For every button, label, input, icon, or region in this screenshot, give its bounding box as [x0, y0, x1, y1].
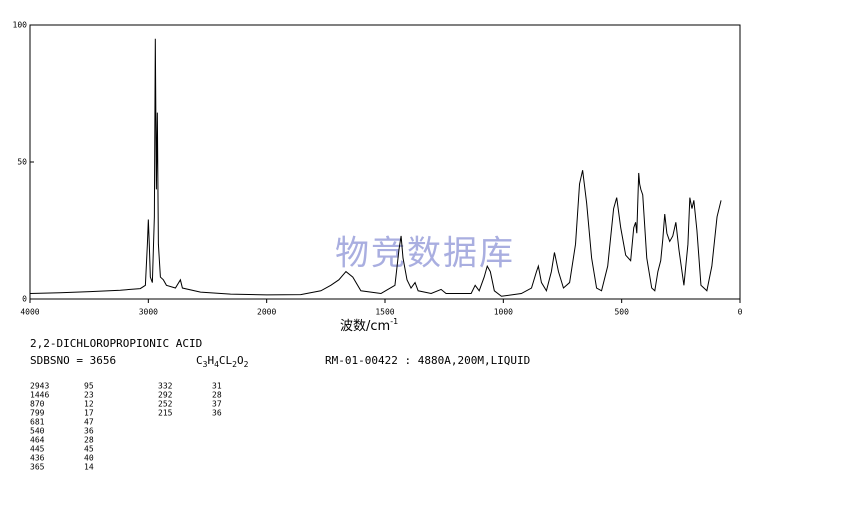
- formula-element: O: [237, 354, 244, 367]
- peak-wavenumber: 464: [30, 436, 45, 445]
- conditions: RM-01-00422 : 4880A,200M,LIQUID: [325, 354, 530, 367]
- x-tick-label: 0: [738, 308, 743, 317]
- peak-wavenumber: 292: [158, 391, 173, 400]
- peak-intensity: 95: [84, 382, 94, 391]
- formula-subscript: 2: [244, 360, 249, 369]
- formula-subscript: 4: [214, 360, 219, 369]
- watermark: 物竞数据库: [335, 234, 515, 274]
- peak-intensity: 47: [84, 418, 94, 427]
- peak-intensity: 23: [84, 391, 94, 400]
- peak-wavenumber: 681: [30, 418, 45, 427]
- peak-wavenumber: 540: [30, 427, 45, 436]
- y-tick-label: 0: [22, 295, 27, 304]
- peak-wavenumber: 2943: [30, 382, 49, 391]
- spectrum-line: [29, 38, 722, 297]
- formula-subscript: 3: [203, 360, 208, 369]
- peak-wavenumber: 436: [30, 454, 45, 463]
- peak-intensity: 12: [84, 400, 94, 409]
- peak-wavenumber: 1446: [30, 391, 49, 400]
- peak-wavenumber: 332: [158, 382, 173, 391]
- formula-element: C: [196, 354, 203, 367]
- formula-element: H: [207, 354, 214, 367]
- peak-wavenumber: 252: [158, 400, 173, 409]
- peak-intensity: 14: [84, 463, 94, 472]
- y-tick-label: 100: [13, 21, 28, 30]
- x-tick-label: 1500: [375, 308, 394, 317]
- x-tick-label: 4000: [20, 308, 39, 317]
- x-tick-label: 3000: [139, 308, 158, 317]
- peak-intensity: 37: [212, 400, 222, 409]
- peak-intensity: 45: [84, 445, 94, 454]
- y-tick-label: 50: [17, 158, 27, 167]
- peak-intensity: 36: [84, 427, 94, 436]
- x-axis-label: 波数/cm-1: [340, 317, 398, 334]
- x-tick-label: 500: [614, 308, 629, 317]
- peak-wavenumber: 799: [30, 409, 45, 418]
- peak-intensity: 40: [84, 454, 94, 463]
- x-tick-label: 1000: [494, 308, 513, 317]
- peak-intensity: 36: [212, 409, 222, 418]
- peak-intensity: 28: [212, 391, 222, 400]
- formula-element: CL: [219, 354, 233, 367]
- peak-wavenumber: 870: [30, 400, 45, 409]
- sdbs-no: SDBSNO = 3656: [30, 354, 116, 367]
- formula: C3​H4​CL2​O2​: [196, 354, 249, 369]
- x-tick-label: 2000: [257, 308, 276, 317]
- formula-subscript: 2: [232, 360, 237, 369]
- peak-wavenumber: 445: [30, 445, 45, 454]
- x-axis-label-sup: -1: [390, 317, 398, 326]
- peak-wavenumber: 365: [30, 463, 45, 472]
- peak-wavenumber: 215: [158, 409, 173, 418]
- peak-intensity: 28: [84, 436, 94, 445]
- x-axis-label-text: 波数/cm: [340, 319, 390, 334]
- peak-intensity: 17: [84, 409, 94, 418]
- peak-intensity: 31: [212, 382, 222, 391]
- compound-name: 2,2-DICHLOROPROPIONIC ACID: [30, 337, 202, 350]
